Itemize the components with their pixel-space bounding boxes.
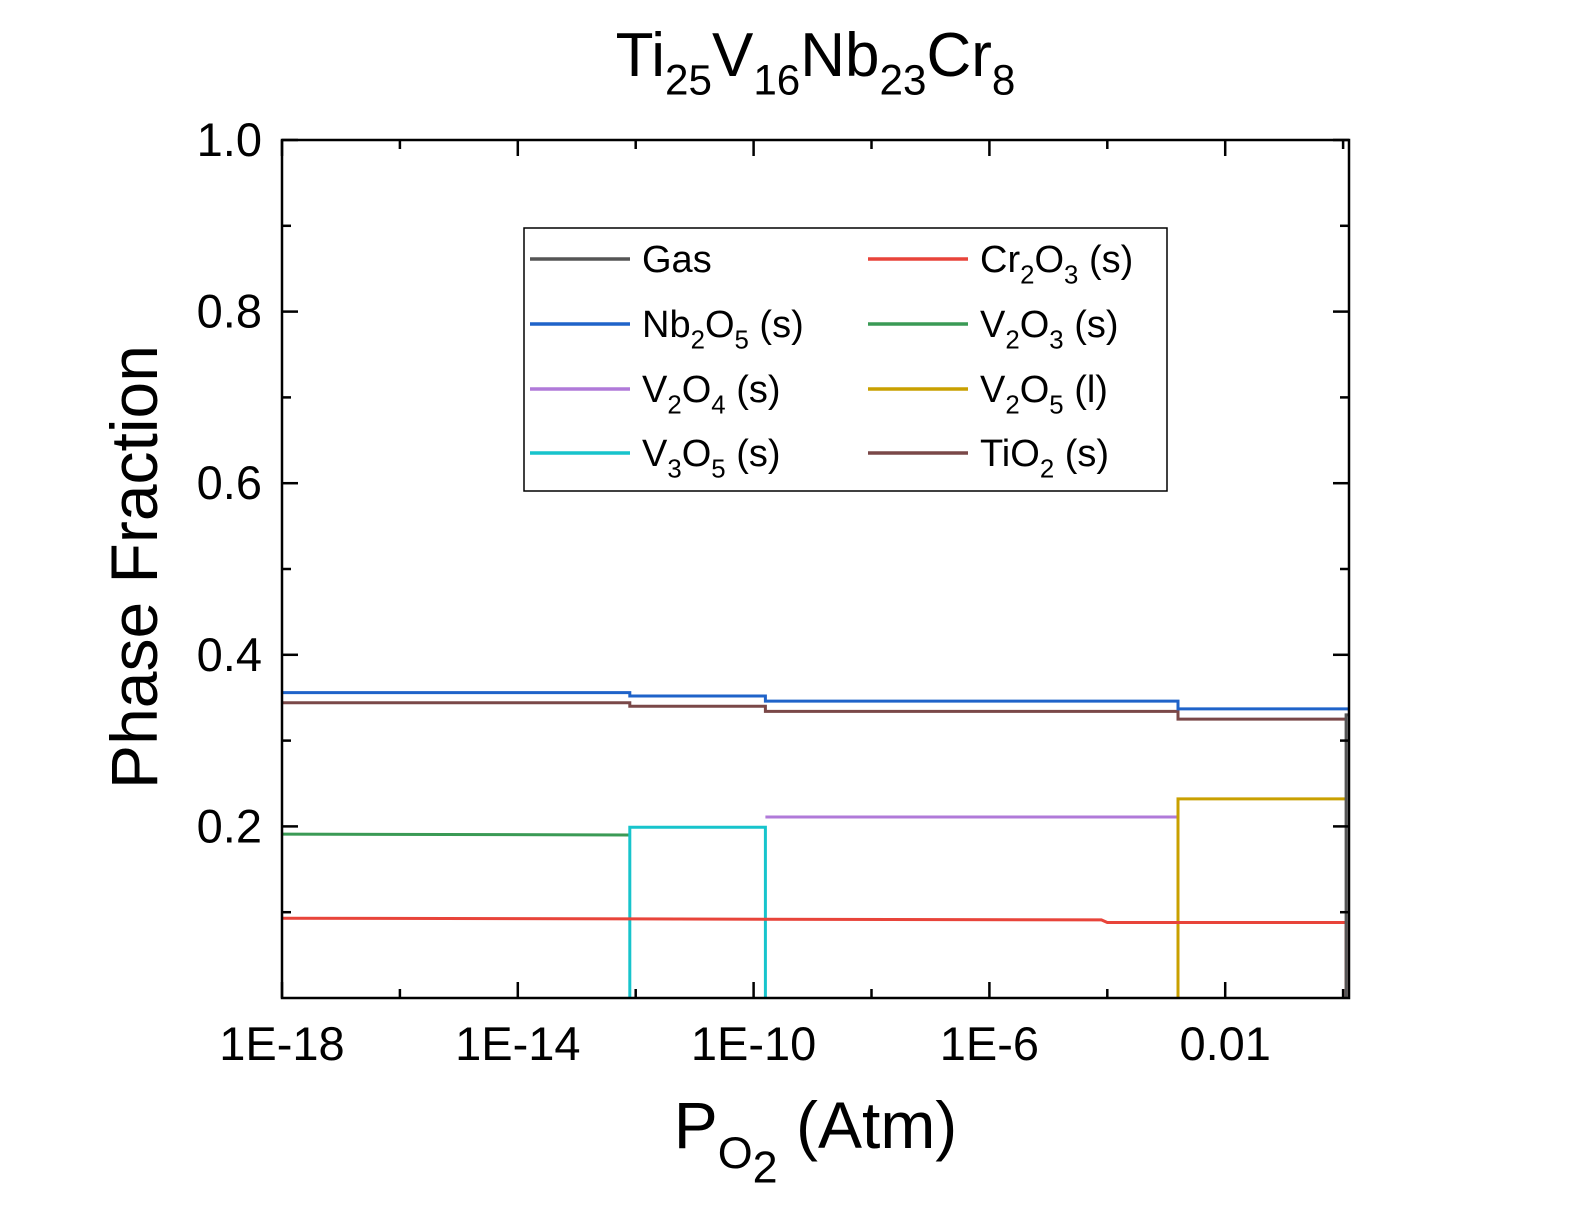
legend-label-cr2o3-part-3: 3	[1064, 261, 1078, 289]
chart-title-part-6: Cr	[926, 21, 991, 90]
y-tick-label: 0.8	[197, 285, 262, 338]
legend-label-gas: Gas	[642, 239, 712, 281]
legend-label-v2o3-part-3: 3	[1049, 326, 1063, 354]
legend-label-v2o3: V2O3 (s)	[980, 304, 1119, 354]
legend-label-v3o5-part-2: O	[682, 433, 712, 475]
legend-label-v2o3-part-2: O	[1020, 304, 1050, 346]
legend-label-nb2o5-part-2: O	[705, 304, 735, 346]
legend-label-nb2o5-part-4: (s)	[749, 304, 804, 346]
chart-title-part-2: V	[712, 21, 754, 90]
legend-label-nb2o5-part-3: 5	[735, 326, 749, 354]
legend-box	[523, 227, 1168, 492]
series-layer	[281, 691, 1349, 998]
y-tick-label: 0.6	[197, 456, 262, 509]
legend-label-gas-part-0: Gas	[642, 239, 712, 281]
legend-item-v3o5: V3O5 (s)	[530, 433, 781, 483]
legend-item-v2o3: V2O3 (s)	[868, 304, 1119, 354]
legend-label-v3o5-part-1: 3	[667, 455, 681, 483]
y-axis-title: Phase Fraction	[97, 345, 171, 789]
legend-label-tio2: TiO2 (s)	[980, 433, 1109, 483]
legend-label-v2o4-part-0: V	[642, 369, 668, 411]
chart-title-part-3: 16	[753, 57, 800, 104]
legend-label-v2o5-part-4: (l)	[1064, 369, 1108, 411]
legend-label-v2o3-part-1: 2	[1005, 326, 1019, 354]
legend-label-v2o5-part-1: 2	[1005, 391, 1019, 419]
legend-item-cr2o3: Cr2O3 (s)	[868, 239, 1133, 289]
legend-label-v2o5: V2O5 (l)	[980, 369, 1108, 419]
chart-title-part-5: 23	[880, 57, 927, 104]
x-tick-label: 1E-10	[691, 1017, 816, 1070]
legend-label-v2o4-part-3: 4	[711, 391, 725, 419]
legend-label-v3o5-part-3: 5	[711, 455, 725, 483]
legend-label-v2o5-part-3: 5	[1049, 391, 1063, 419]
legend-label-tio2-part-0: TiO	[980, 433, 1040, 475]
legend-label-cr2o3-part-4: (s)	[1078, 239, 1133, 281]
legend-label-v3o5: V3O5 (s)	[642, 433, 781, 483]
legend-label-tio2-part-2: (s)	[1054, 433, 1109, 475]
y-tick-label: 0.4	[197, 628, 262, 681]
x-tick-label: 1E-14	[455, 1017, 580, 1070]
series-line-v2o3	[281, 832, 630, 837]
legend-item-nb2o5: Nb2O5 (s)	[530, 304, 804, 354]
legend-label-v3o5-part-4: (s)	[726, 433, 781, 475]
series-line-nb2o5	[282, 691, 1349, 711]
legend-label-cr2o3-part-0: Cr	[980, 239, 1020, 281]
chart-title-part-4: Nb	[800, 21, 879, 90]
x-axis-title-part-0: P	[674, 1088, 718, 1162]
legend-label-v3o5-part-0: V	[642, 433, 668, 475]
legend-label-v2o5-part-0: V	[980, 369, 1006, 411]
axes-layer	[280, 138, 1351, 1000]
text-layer: 1E-18 1E-14 1E-10 1E-6 0.01 0.2 0.4 0.6 0.8 1.0 Ti…	[97, 21, 1271, 1192]
legend-label-cr2o3-part-1: 2	[1020, 261, 1034, 289]
legend-label-nb2o5: Nb2O5 (s)	[642, 304, 804, 354]
x-tick-label: 1E-18	[219, 1017, 344, 1070]
series-line-cr2o3	[281, 916, 1348, 998]
legend-label-cr2o3-part-2: O	[1034, 239, 1064, 281]
legend-item-tio2: TiO2 (s)	[868, 433, 1109, 483]
chart-title-part-7: 8	[992, 57, 1015, 104]
legend-label-v2o4-part-4: (s)	[726, 369, 781, 411]
y-tick-label: 1.0	[197, 113, 262, 166]
legend-label-v2o4-part-2: O	[682, 369, 712, 411]
x-axis-title: PO2 (Atm)	[674, 1088, 958, 1192]
legend-label-v2o4: V2O4 (s)	[642, 369, 781, 419]
legend-label-cr2o3: Cr2O3 (s)	[980, 239, 1133, 289]
legend-label-v2o4-part-1: 2	[667, 391, 681, 419]
legend-label-v2o3-part-4: (s)	[1064, 304, 1119, 346]
legend-label-v2o3-part-0: V	[980, 304, 1006, 346]
legend-item-gas: Gas	[530, 239, 712, 281]
legend-label-nb2o5-part-1: 2	[691, 326, 705, 354]
x-axis-title-part-1: O	[718, 1127, 753, 1178]
x-axis-title-part-2: 2	[753, 1141, 778, 1192]
legend-item-v2o4: V2O4 (s)	[530, 369, 781, 419]
legend: Gas Cr2O3 (s)Nb2O5 (s) V2O3 (s)V2O4 (s) V2O…	[523, 227, 1168, 492]
x-axis-title-part-3: (Atm)	[778, 1088, 958, 1162]
y-tick-label: 0.2	[197, 799, 262, 852]
series-line-v2o5	[1176, 797, 1347, 998]
chart-title-part-1: 25	[665, 57, 712, 104]
chart-title-part-0: Ti	[616, 21, 665, 90]
y-axis-title-part-0: Phase Fraction	[97, 345, 171, 789]
chart-title: Ti25V16Nb23Cr8	[616, 21, 1016, 104]
x-tick-label: 1E-6	[940, 1017, 1039, 1070]
legend-label-tio2-part-1: 2	[1040, 455, 1054, 483]
legend-label-nb2o5-part-0: Nb	[642, 304, 691, 346]
series-line-tio2	[282, 701, 1347, 721]
legend-label-v2o5-part-2: O	[1020, 369, 1050, 411]
legend-item-v2o5: V2O5 (l)	[868, 369, 1108, 419]
x-tick-label: 0.01	[1179, 1017, 1270, 1070]
series-line-v3o5	[628, 825, 767, 998]
